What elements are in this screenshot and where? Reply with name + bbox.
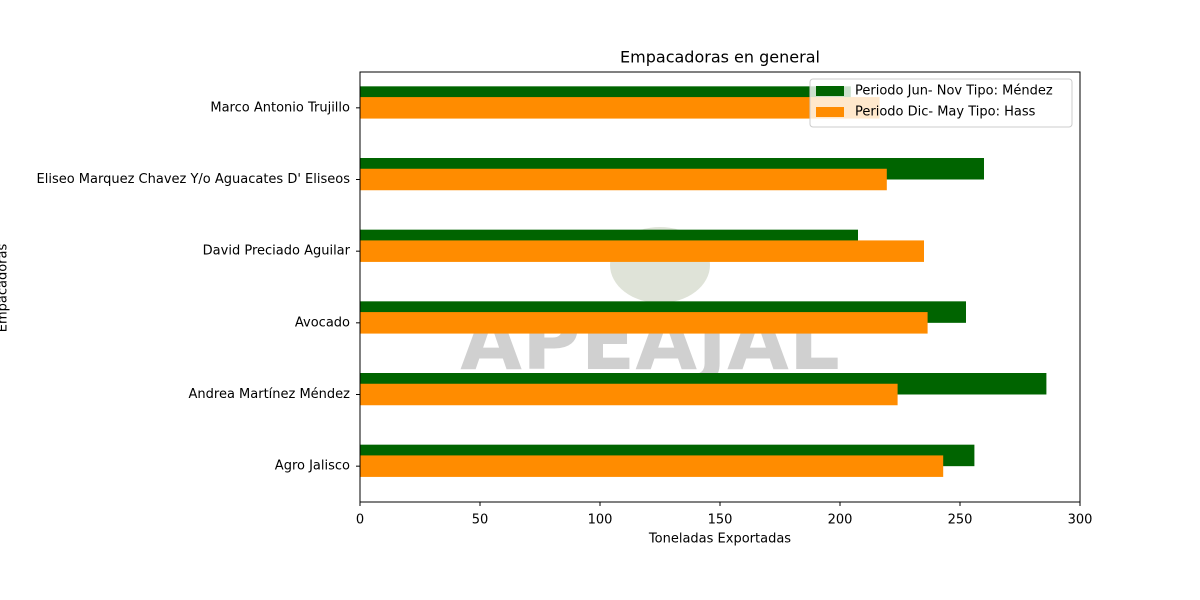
bar (360, 168, 887, 191)
y-tick-label: Marco Antonio Trujillo (210, 100, 350, 115)
y-tick-label: Agro Jalisco (275, 459, 350, 474)
x-tick-label: 50 (472, 513, 489, 528)
y-tick-label: Andrea Martínez Méndez (189, 387, 351, 402)
x-tick-label: 150 (708, 513, 733, 528)
chart-title: Empacadoras en general (620, 48, 820, 67)
legend-label: Periodo Dic- May Tipo: Hass (855, 105, 1036, 120)
bar (360, 312, 928, 334)
y-tick-label: Eliseo Marquez Chavez Y/o Aguacates D' E… (37, 172, 351, 187)
bar (360, 97, 880, 119)
plot-frame (359, 71, 1081, 503)
y-tick-label: Avocado (295, 315, 350, 330)
y-axis-label: Empacadoras (0, 244, 11, 333)
x-tick-label: 300 (1068, 513, 1093, 528)
legend-label: Periodo Jun- Nov Tipo: Méndez (855, 84, 1053, 99)
x-tick-label: 0 (356, 513, 364, 528)
x-tick-label: 200 (828, 513, 853, 528)
y-tick-label: David Preciado Aguilar (203, 244, 351, 259)
legend-swatch (816, 107, 844, 117)
legend: Periodo Jun- Nov Tipo: Méndez Periodo Dic… (809, 78, 1073, 128)
bar (360, 455, 944, 477)
legend-swatch (816, 86, 844, 96)
x-tick-label: 250 (948, 513, 973, 528)
x-tick-label: 100 (588, 513, 613, 528)
bar (360, 383, 898, 406)
legend-box (809, 78, 1073, 128)
x-axis-label: Toneladas Exportadas (648, 532, 791, 547)
bar (360, 240, 924, 262)
